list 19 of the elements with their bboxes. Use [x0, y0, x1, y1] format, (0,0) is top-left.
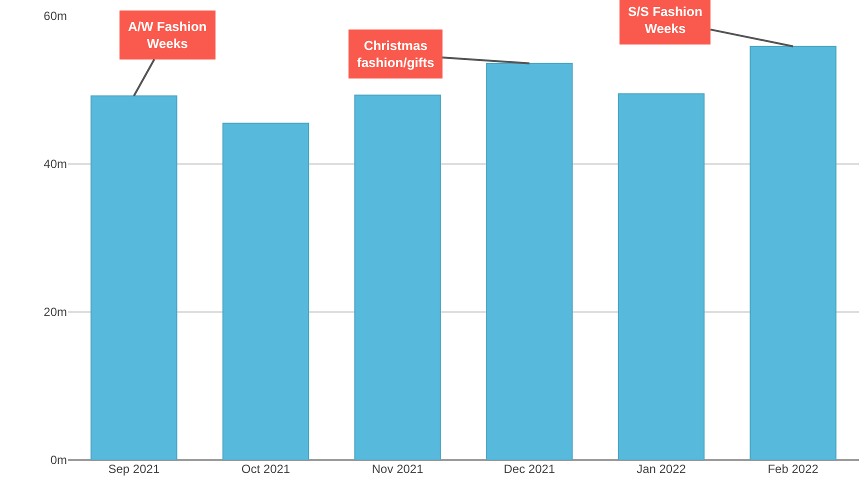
- y-tick-label: 40m: [44, 157, 68, 172]
- bar: [750, 46, 836, 460]
- x-tick-label: Nov 2021: [372, 462, 424, 476]
- y-tick-label: 60m: [44, 9, 68, 24]
- x-tick-label: Feb 2022: [768, 462, 819, 476]
- bar: [486, 62, 573, 460]
- annotation: Christmas fashion/gifts: [357, 38, 434, 70]
- x-tick-label: Dec 2021: [504, 462, 556, 476]
- annotation: A/W Fashion Weeks: [128, 19, 207, 51]
- annotation: S/S Fashion Weeks: [628, 4, 702, 36]
- y-tick-label: 20m: [44, 305, 68, 320]
- x-tick-label: Sep 2021: [108, 462, 160, 476]
- bar: [90, 95, 178, 460]
- bar: [618, 93, 705, 460]
- x-tick-label: Jan 2022: [636, 462, 686, 476]
- x-tick-label: Oct 2021: [241, 462, 290, 476]
- bar: [354, 94, 441, 460]
- y-tick-label: 0m: [50, 453, 67, 468]
- bar: [222, 122, 310, 460]
